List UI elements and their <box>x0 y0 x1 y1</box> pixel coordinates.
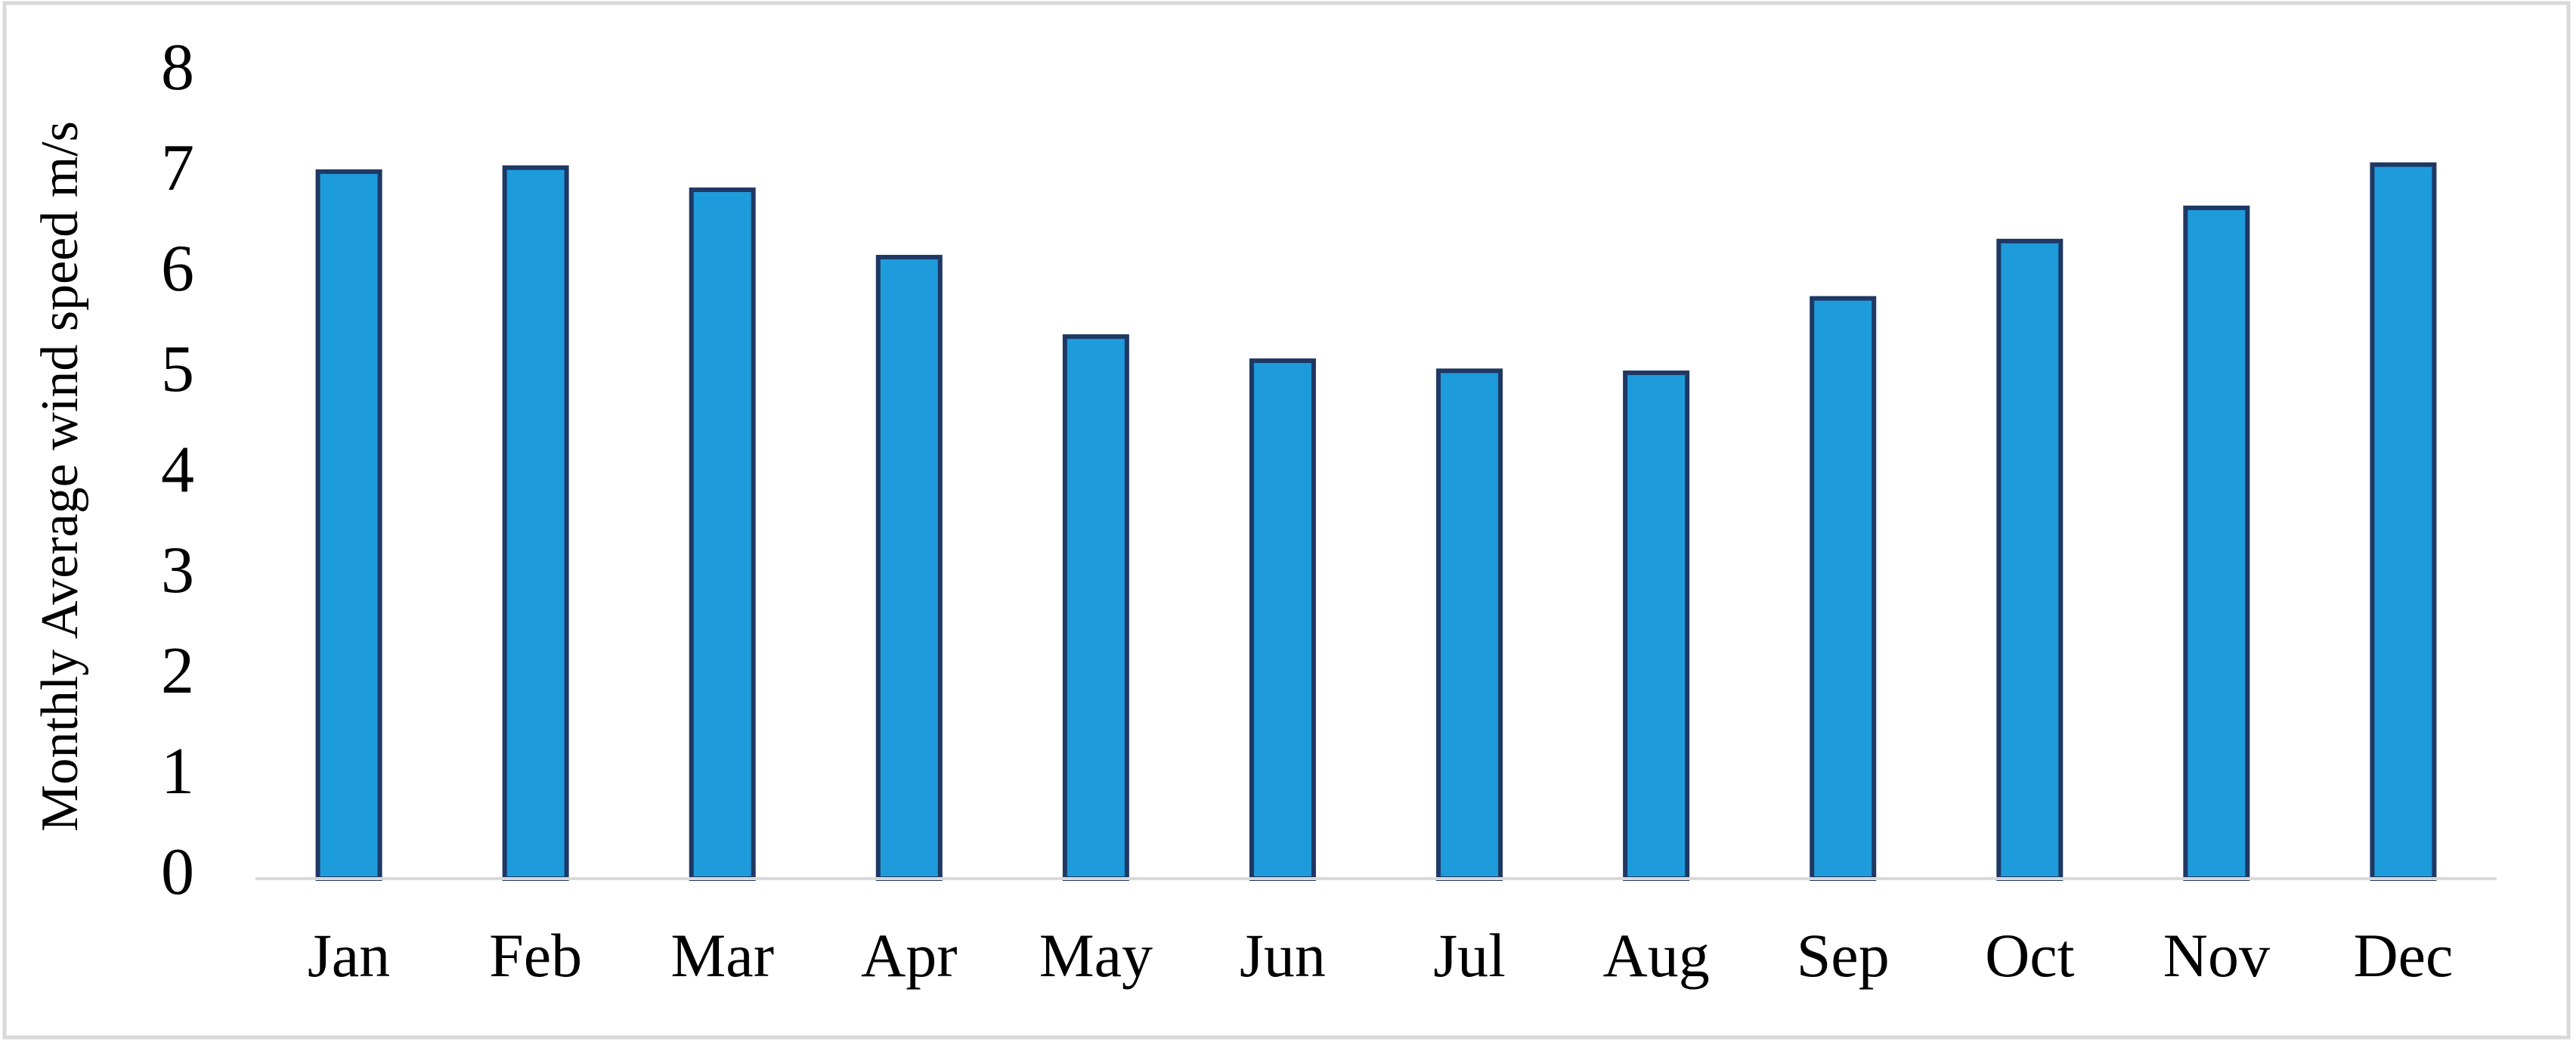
bar <box>502 165 569 881</box>
x-tick-label: May <box>1039 921 1153 990</box>
y-tick-label: 8 <box>161 31 194 104</box>
bar <box>689 187 756 881</box>
x-tick-label: Jul <box>1433 921 1506 990</box>
bar <box>1810 296 1877 881</box>
x-tick-label: Aug <box>1603 921 1710 990</box>
x-tick-label: Mar <box>670 921 774 990</box>
bar <box>2370 162 2437 881</box>
y-tick-label: 7 <box>161 132 194 205</box>
bar <box>1996 238 2064 881</box>
y-tick-label: 1 <box>161 735 194 808</box>
bar <box>315 169 382 881</box>
bar <box>1623 371 1690 881</box>
y-tick-label: 0 <box>161 836 194 909</box>
x-tick-label: Oct <box>1985 921 2075 990</box>
x-tick-label: Sep <box>1797 921 1890 990</box>
y-tick-label: 3 <box>161 534 194 607</box>
bar <box>1436 368 1503 882</box>
y-tick-label: 2 <box>161 634 194 708</box>
x-tick-label: Dec <box>2353 921 2453 990</box>
y-tick-label: 4 <box>161 433 194 507</box>
x-tick-label: Jun <box>1240 921 1326 990</box>
x-tick-label: Apr <box>861 921 958 990</box>
bar <box>2183 205 2250 881</box>
y-axis-label: Monthly Average wind speed m/s <box>31 121 89 832</box>
bar <box>1062 334 1129 881</box>
x-tick-label: Nov <box>2163 921 2270 990</box>
bar <box>875 255 943 881</box>
y-tick-label: 5 <box>161 333 194 406</box>
bar <box>1249 358 1316 881</box>
x-tick-label: Feb <box>489 921 582 990</box>
x-tick-label: Jan <box>308 921 390 990</box>
y-tick-label: 6 <box>161 232 194 305</box>
